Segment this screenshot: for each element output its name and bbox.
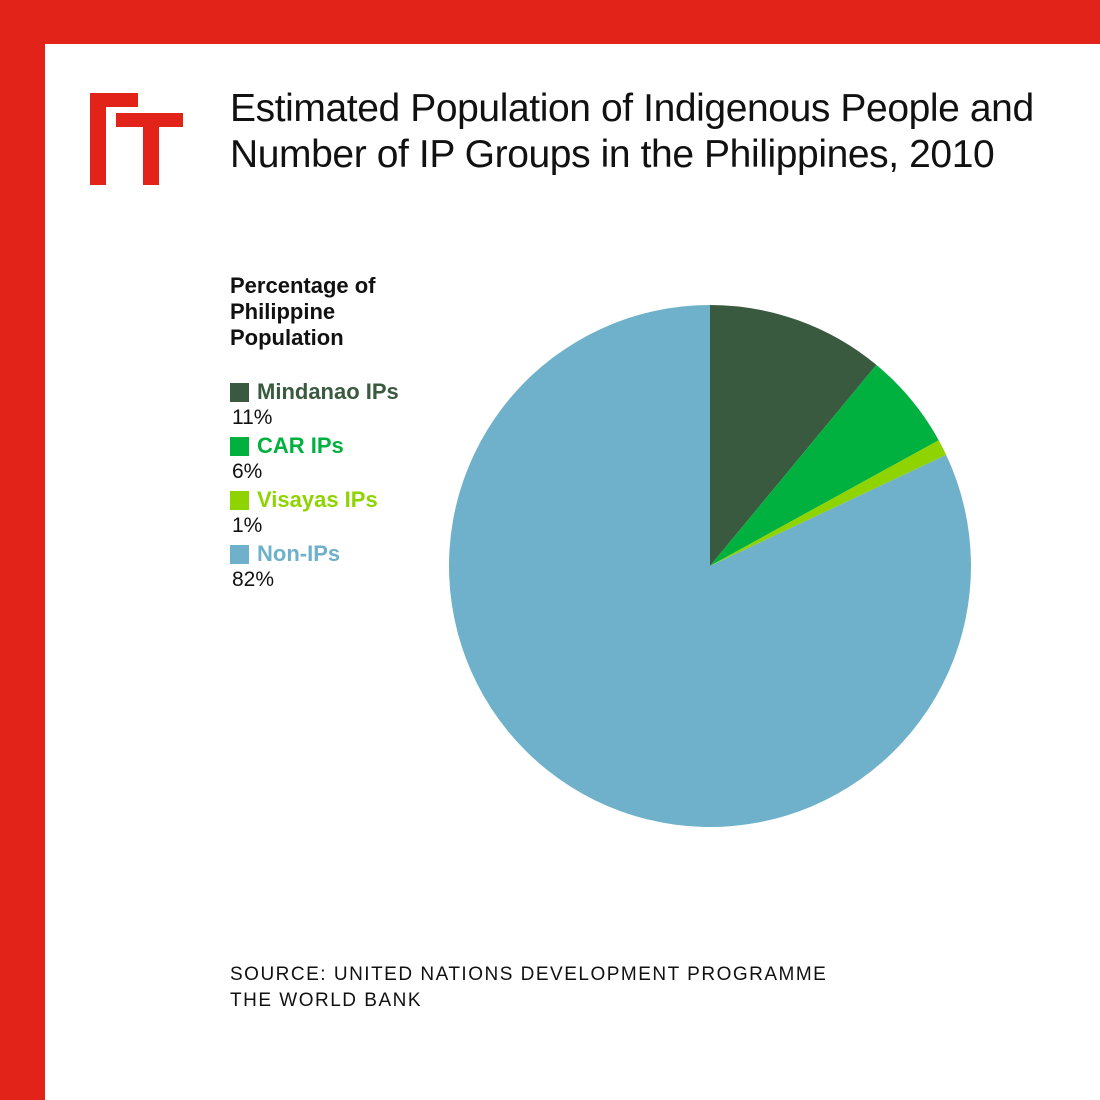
legend-swatch [230, 490, 249, 510]
ft-logo-icon [90, 93, 183, 185]
source-note: SOURCE: UNITED NATIONS DEVELOPMENT PROGR… [230, 962, 1030, 1014]
legend-row: Non-IPs [230, 541, 460, 567]
legend-title: Percentage of Philippine Population [230, 273, 376, 350]
pie-slice-mindanao-ips [710, 305, 877, 566]
pie-slice-car-ips [710, 364, 939, 566]
legend-item: Non-IPs 82% [230, 541, 460, 593]
pie-chart [448, 305, 971, 827]
legend-label: Mindanao IPs [257, 379, 399, 404]
legend-value: 82% [232, 568, 275, 591]
legend-label: Non-IPs [257, 541, 341, 566]
pie-slice-non-ips [448, 305, 971, 827]
legend-value: 1% [232, 514, 263, 537]
legend-row: Visayas IPs [230, 487, 460, 513]
legend-swatch [230, 382, 249, 402]
legend-row: Mindanao IPs [230, 379, 460, 405]
pie-slice-visayas-ips [710, 440, 947, 566]
legend-item: Mindanao IPs 11% [230, 379, 460, 431]
legend-swatch [230, 544, 249, 564]
chart-title: Estimated Population of Indigenous Peopl… [230, 87, 1034, 176]
legend-items: Mindanao IPs 11% CAR IPs 6% Visayas IPs 1% Non… [230, 379, 460, 593]
frame-top-bar [0, 0, 1100, 44]
legend-label: Visayas IPs [257, 487, 378, 512]
source-line-1: SOURCE: UNITED NATIONS DEVELOPMENT PROGR… [230, 964, 828, 985]
legend-value: 11% [232, 406, 273, 429]
source-line-2: THE WORLD BANK [230, 990, 423, 1011]
legend: Percentage of Philippine Population Mind… [230, 273, 460, 595]
legend-label: CAR IPs [257, 433, 344, 458]
legend-row: CAR IPs [230, 433, 460, 459]
legend-item: Visayas IPs 1% [230, 487, 460, 539]
legend-item: CAR IPs 6% [230, 433, 460, 485]
legend-value: 6% [232, 460, 263, 483]
legend-swatch [230, 436, 249, 456]
frame-left-bar [0, 0, 45, 1100]
